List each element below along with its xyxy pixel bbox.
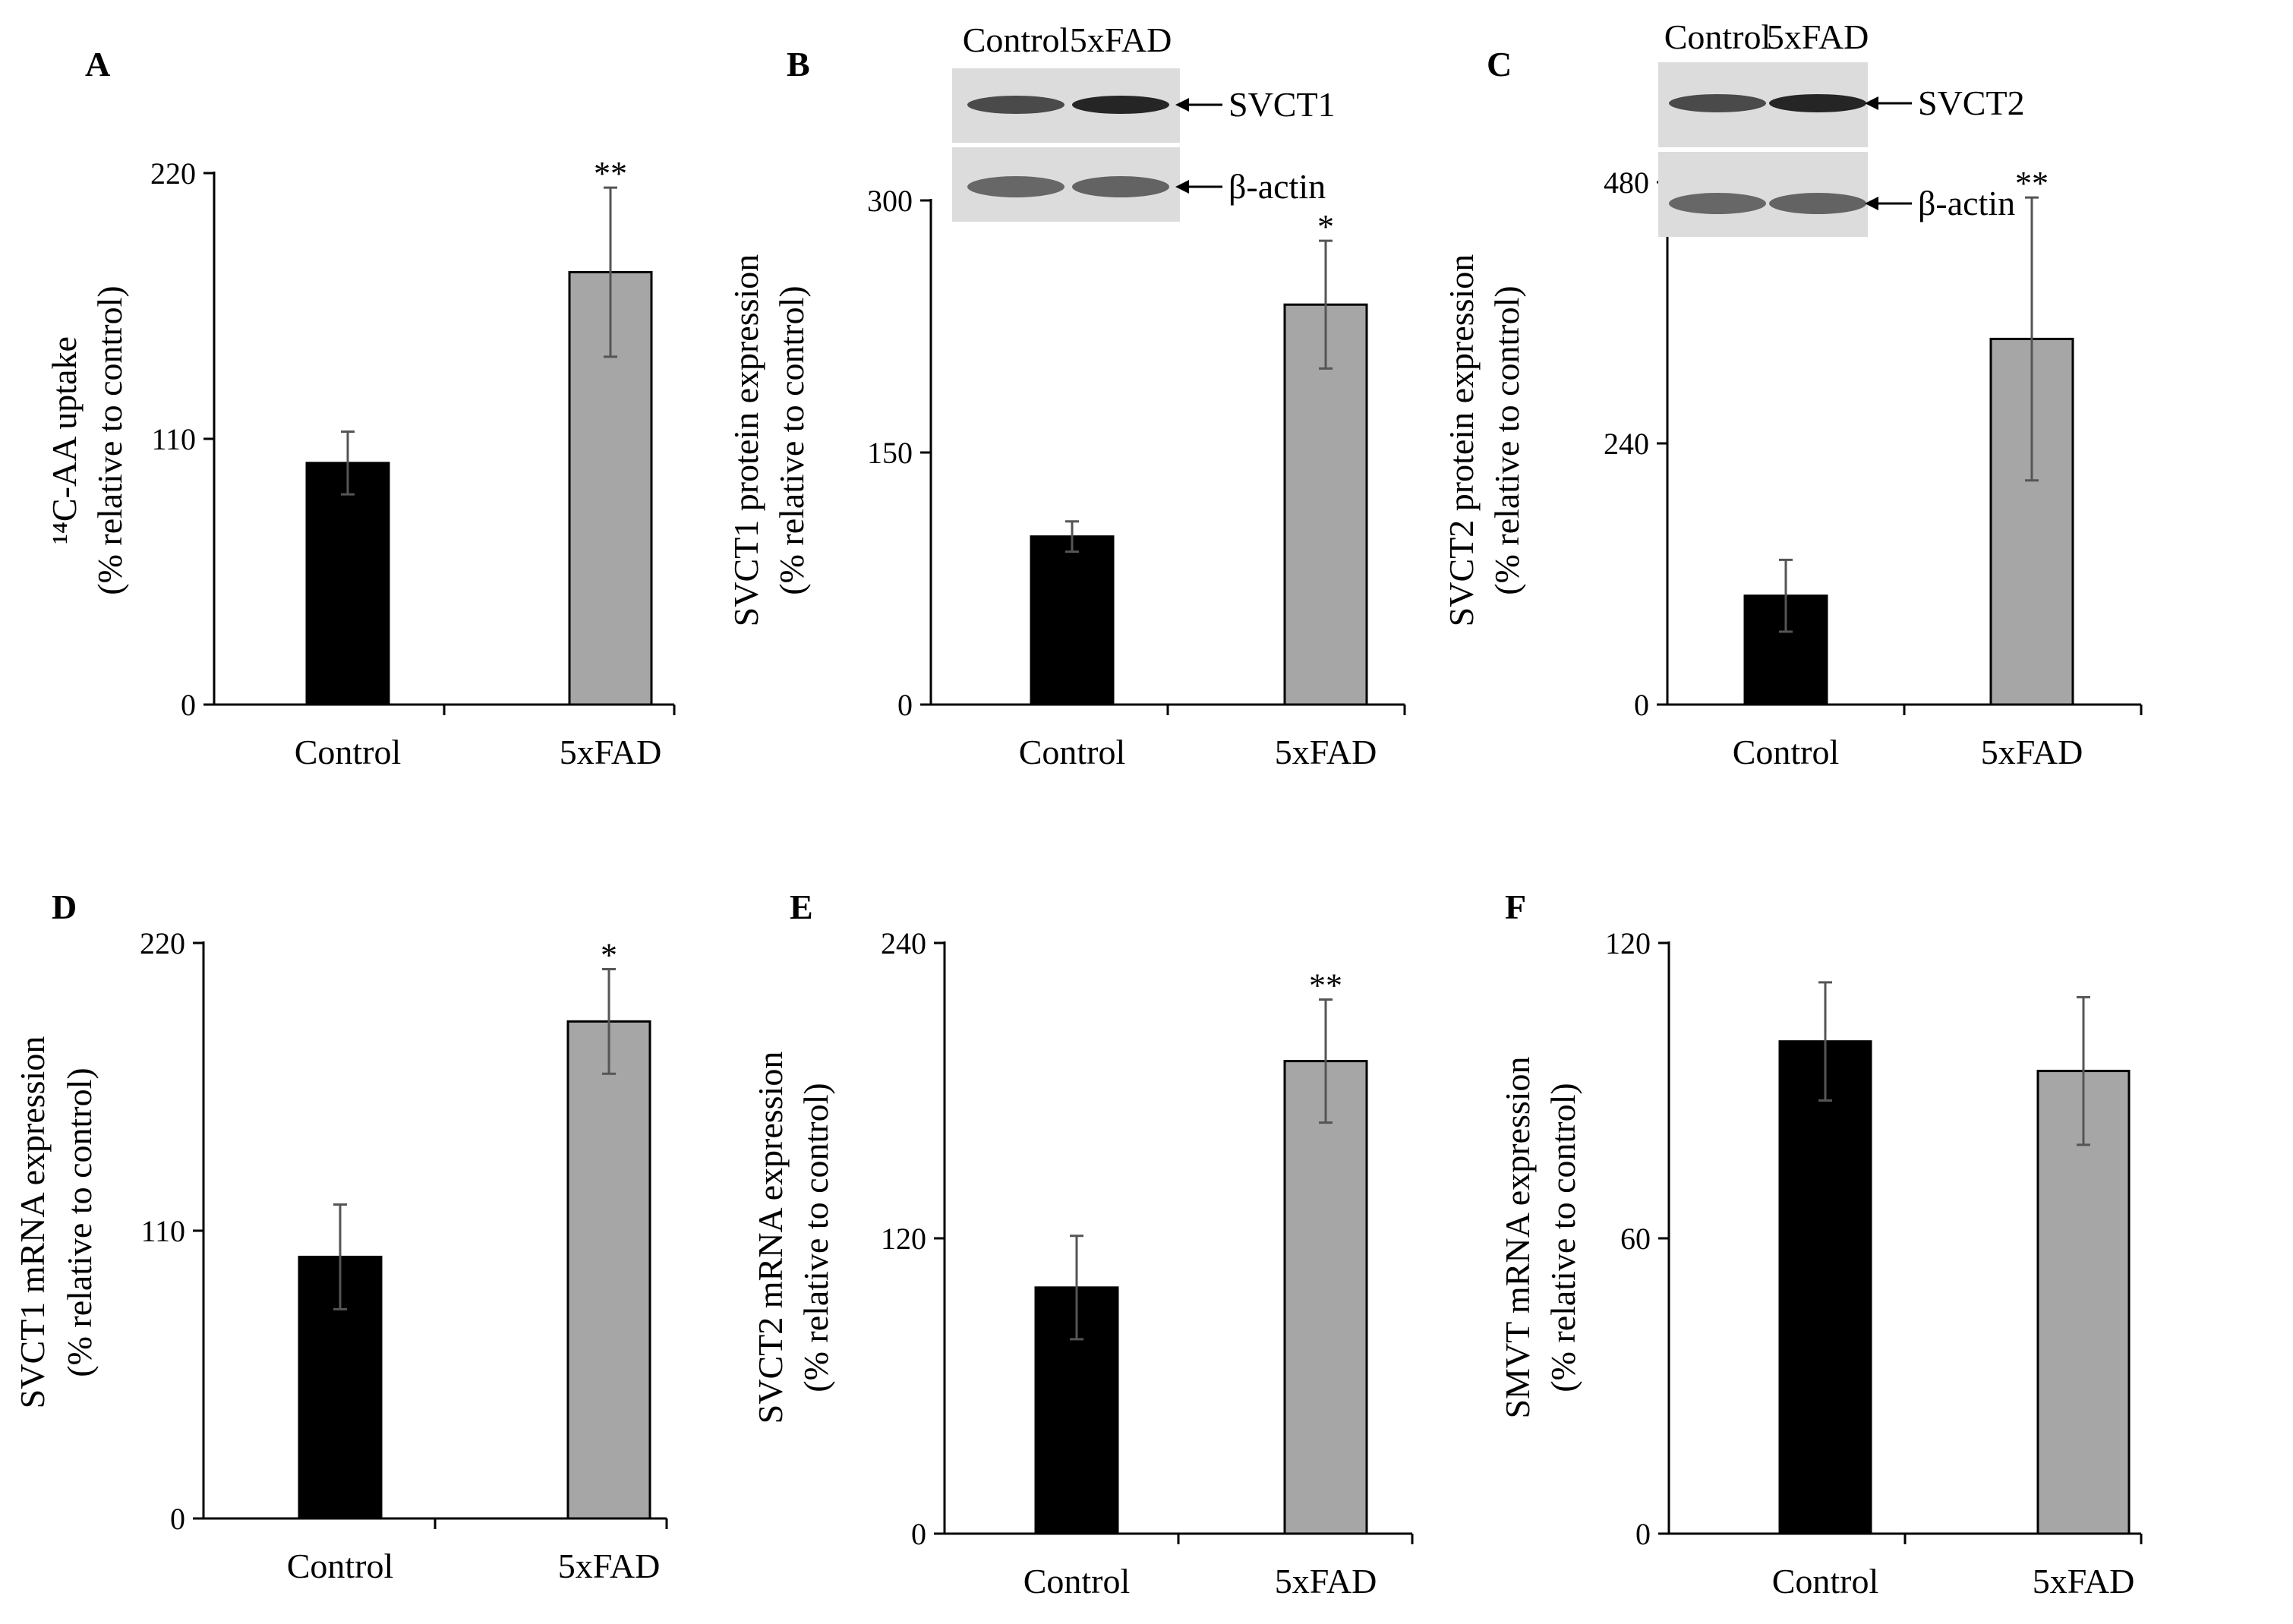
x-category-label: Control bbox=[287, 1547, 394, 1585]
blot-band bbox=[1769, 94, 1866, 112]
blot-lane-label: 5xFAD bbox=[1070, 20, 1172, 59]
significance-marker: * bbox=[601, 936, 617, 973]
panel-e: E 0 120 240 Control ** 5xFAD SVCT2 mRNA express… bbox=[751, 888, 1414, 1600]
y-axis-label: (% relative to control) bbox=[90, 285, 129, 594]
y-tick-label: 150 bbox=[867, 436, 913, 470]
y-axis-label: ¹⁴C-AA uptake bbox=[45, 336, 84, 544]
y-tick-label: 0 bbox=[170, 1502, 185, 1536]
y-tick-label: 240 bbox=[881, 926, 926, 960]
blot-band bbox=[1769, 193, 1866, 214]
y-tick-label: 220 bbox=[140, 926, 185, 960]
y-tick-label: 0 bbox=[181, 688, 196, 722]
panel-b: B 0 150 300 Control * 5xFAD SVCT1 protein expre… bbox=[727, 20, 1406, 771]
blot-band bbox=[967, 96, 1064, 114]
blot-band bbox=[1072, 96, 1169, 114]
blot-band-label: β-actin bbox=[1229, 167, 1326, 206]
panel-letter: B bbox=[787, 45, 810, 84]
blot-band-label: SVCT1 bbox=[1229, 85, 1336, 124]
y-tick-label: 60 bbox=[1620, 1222, 1651, 1256]
bar-control bbox=[1778, 1040, 1872, 1535]
panel-letter: E bbox=[790, 888, 813, 926]
y-tick-label: 120 bbox=[1605, 926, 1651, 960]
y-axis-label: SMVT mRNA expression bbox=[1498, 1056, 1537, 1418]
x-category-label: Control bbox=[1023, 1562, 1131, 1600]
x-category-label: 5xFAD bbox=[1981, 733, 2083, 771]
bar-control bbox=[1030, 535, 1115, 706]
y-axis-label: (% relative to control) bbox=[60, 1067, 99, 1376]
blot-band-label: β-actin bbox=[1918, 184, 2015, 222]
bar-5xfad bbox=[566, 1020, 651, 1520]
blot-band bbox=[1669, 94, 1766, 112]
blot-lane-label: 5xFAD bbox=[1767, 17, 1869, 56]
y-tick-label: 120 bbox=[881, 1222, 926, 1256]
x-category-label: Control bbox=[1733, 733, 1840, 771]
arrow-head-icon bbox=[1175, 98, 1189, 112]
bar-5xfad bbox=[1283, 303, 1368, 706]
arrow-head-icon bbox=[1175, 180, 1189, 194]
y-axis-label: (% relative to control) bbox=[796, 1083, 835, 1392]
y-axis-label: SVCT1 protein expression bbox=[727, 254, 765, 627]
bar-5xfad bbox=[2036, 1070, 2131, 1535]
panel-letter: A bbox=[85, 45, 110, 84]
significance-marker: * bbox=[1317, 208, 1334, 245]
y-axis-label: SVCT1 mRNA expression bbox=[13, 1036, 52, 1409]
y-axis-label: SVCT2 protein expression bbox=[1442, 254, 1481, 627]
significance-marker: ** bbox=[594, 155, 627, 192]
blot-band bbox=[1669, 193, 1766, 214]
blot-lane-label: Control bbox=[963, 20, 1070, 59]
panel-letter: F bbox=[1505, 888, 1526, 926]
panel-f: F 0 60 120 Control 5xFAD SMVT mRNA expression(… bbox=[1498, 888, 2143, 1600]
y-axis-label: (% relative to control) bbox=[1544, 1083, 1582, 1392]
y-tick-label: 240 bbox=[1604, 427, 1649, 461]
bar-control bbox=[305, 462, 390, 706]
blot-band-label: SVCT2 bbox=[1918, 84, 2025, 122]
y-axis-label: (% relative to control) bbox=[772, 285, 811, 594]
y-tick-label: 480 bbox=[1604, 166, 1649, 200]
y-tick-label: 0 bbox=[1635, 1517, 1651, 1551]
y-axis-label: SVCT2 mRNA expression bbox=[751, 1052, 790, 1424]
y-tick-label: 110 bbox=[151, 422, 196, 456]
panel-c: C 0 240 480 Control ** 5xFAD SVCT2 protein expr… bbox=[1442, 17, 2143, 771]
arrow-head-icon bbox=[1865, 96, 1878, 110]
bar-5xfad bbox=[1283, 1060, 1368, 1535]
panel-d: D 0 110 220 Control * 5xFAD SVCT1 mRNA expressi… bbox=[13, 888, 668, 1585]
x-category-label: 5xFAD bbox=[2033, 1562, 2135, 1600]
x-category-label: 5xFAD bbox=[558, 1547, 661, 1585]
x-category-label: Control bbox=[1019, 733, 1126, 771]
x-category-label: Control bbox=[295, 733, 402, 771]
significance-marker: ** bbox=[1309, 967, 1342, 1004]
y-tick-label: 0 bbox=[897, 688, 913, 722]
blot-band bbox=[967, 176, 1064, 197]
panel-letter: C bbox=[1487, 45, 1512, 84]
x-category-label: 5xFAD bbox=[1275, 1562, 1377, 1600]
y-axis-label: (% relative to control) bbox=[1487, 285, 1526, 594]
y-tick-label: 110 bbox=[140, 1214, 185, 1248]
x-category-label: 5xFAD bbox=[560, 733, 662, 771]
x-category-label: 5xFAD bbox=[1275, 733, 1377, 771]
panel-letter: D bbox=[52, 888, 77, 926]
x-category-label: Control bbox=[1772, 1562, 1879, 1600]
blot-band bbox=[1072, 176, 1169, 197]
arrow-head-icon bbox=[1865, 197, 1878, 210]
y-tick-label: 0 bbox=[1634, 688, 1649, 722]
y-tick-label: 300 bbox=[867, 184, 913, 218]
y-tick-label: 220 bbox=[150, 156, 196, 191]
y-tick-label: 0 bbox=[911, 1517, 926, 1551]
blot-lane-label: Control bbox=[1664, 17, 1771, 56]
western-blot: Control 5xFAD SVCT1 β-actin bbox=[952, 20, 1336, 222]
panel-a: A 0 110 220 Control ** 5xFAD ¹⁴C-AA uptake (% re… bbox=[45, 45, 676, 771]
significance-marker: ** bbox=[2015, 165, 2049, 202]
